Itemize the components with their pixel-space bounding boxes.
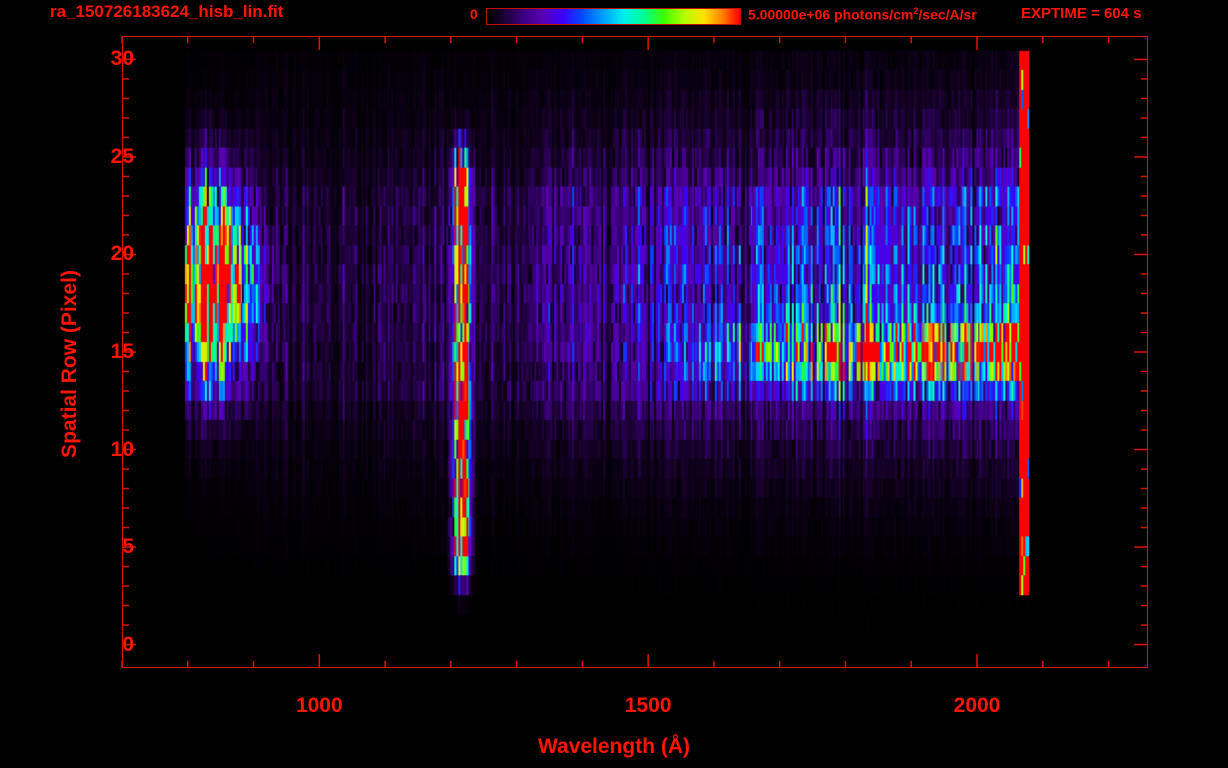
y-tick-label: 30 (110, 47, 134, 71)
x-tick-label: 2000 (953, 694, 1001, 717)
x-axis-title: Wavelength (Å) (537, 735, 691, 758)
colorbar-gradient (487, 9, 740, 24)
y-tick-label: 20 (110, 242, 134, 266)
y-axis-title: Spatial Row (Pixel) (58, 270, 81, 458)
exposure-time-label: EXPTIME = 604 s (1021, 5, 1142, 22)
colorbar-units-suffix: /sec/A/sr (918, 6, 977, 23)
y-tick-label: 10 (110, 437, 134, 461)
colorbar-max-value: 5.00000e+06 photons/cm (748, 6, 914, 23)
y-tick-label: 25 (110, 144, 134, 168)
page-title: ra_150726183624_hisb_lin.fit (50, 2, 284, 21)
colorbar-min-label: 0 (470, 6, 478, 22)
plot-area[interactable] (122, 36, 1148, 668)
colorbar-max-label: 5.00000e+06 photons/cm2/sec/A/sr (748, 6, 977, 23)
colorbar-units-exponent: 2 (913, 6, 919, 16)
x-tick-label: 1000 (295, 694, 343, 717)
spectral-image-heatmap[interactable] (123, 37, 1147, 667)
y-tick-label: 15 (110, 340, 134, 363)
colorbar (486, 8, 741, 25)
y-tick-label: 5 (122, 535, 134, 559)
y-tick-label: 0 (122, 632, 134, 656)
x-tick-label: 1500 (624, 694, 672, 717)
